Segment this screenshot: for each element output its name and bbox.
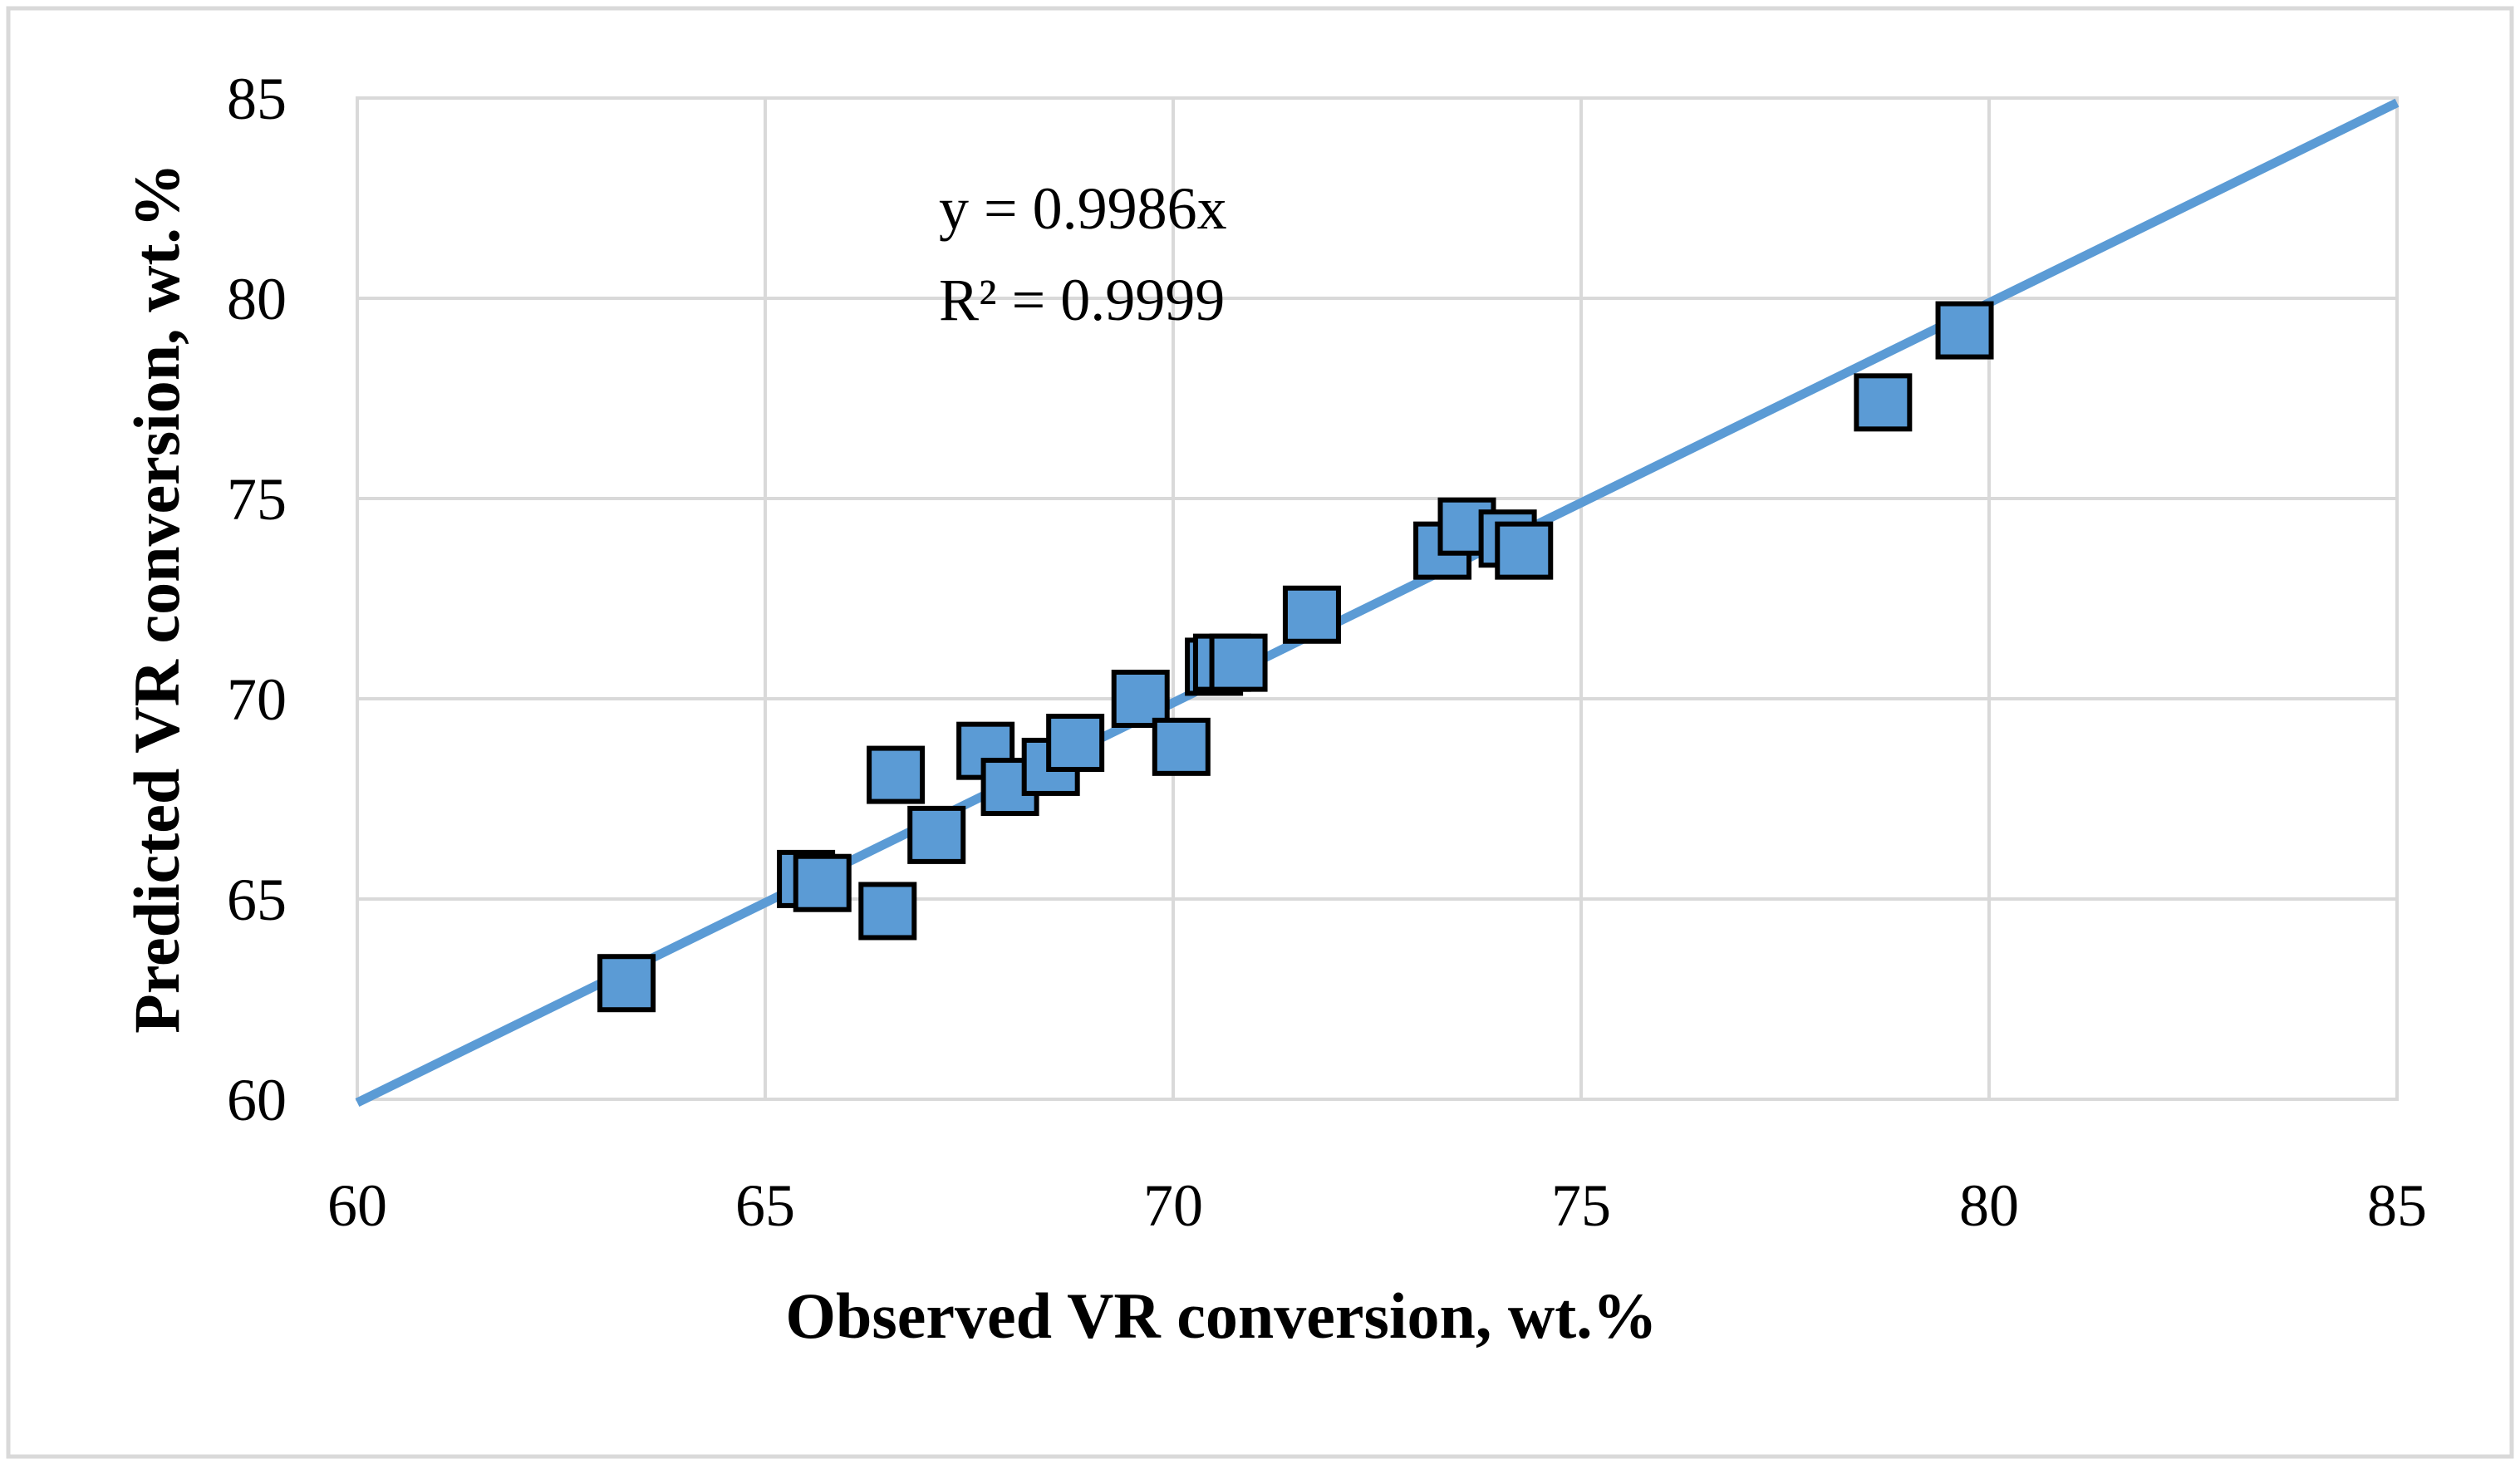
x-axis-ticks: 60 65 70 75 80 85	[327, 1172, 2427, 1239]
x-tick-label: 70	[1143, 1172, 1203, 1239]
x-tick-label: 65	[735, 1172, 795, 1239]
chart-border	[6, 6, 2514, 1459]
y-tick-label: 70	[227, 666, 287, 733]
r-squared-label: R² = 0.9999	[939, 267, 1225, 333]
y-tick-label: 75	[227, 466, 287, 533]
y-axis-ticks: 60 65 70 75 80 85	[227, 66, 287, 1133]
y-tick-label: 65	[227, 867, 287, 933]
data-point	[1152, 717, 1211, 776]
y-tick-label: 85	[227, 66, 287, 132]
data-markers	[597, 301, 1994, 1013]
data-point	[1111, 670, 1170, 728]
trendline-equation: y = 0.9986x	[939, 175, 1227, 242]
data-point	[867, 745, 926, 804]
data-point	[1495, 521, 1554, 580]
x-tick-label: 80	[1959, 1172, 2019, 1239]
data-point	[597, 954, 656, 1013]
trendline-layer	[355, 98, 2400, 1107]
x-tick-label: 85	[2367, 1172, 2427, 1239]
data-point	[1854, 373, 1913, 432]
data-point	[1282, 585, 1341, 644]
data-point	[793, 853, 852, 912]
data-point	[858, 882, 917, 941]
plot-area-border	[356, 96, 2399, 1101]
y-axis-title: Predicted VR conversion, wt.%	[120, 163, 193, 1034]
y-tick-label: 80	[227, 266, 287, 332]
x-tick-label: 60	[327, 1172, 387, 1239]
data-point	[907, 805, 966, 864]
trendline	[355, 98, 2400, 1107]
data-point	[1209, 633, 1268, 692]
x-tick-label: 75	[1551, 1172, 1611, 1239]
data-point	[1935, 301, 1994, 360]
data-point	[1046, 714, 1105, 773]
x-axis-title: Observed VR conversion, wt.%	[785, 1280, 1657, 1352]
y-tick-label: 60	[227, 1067, 287, 1133]
